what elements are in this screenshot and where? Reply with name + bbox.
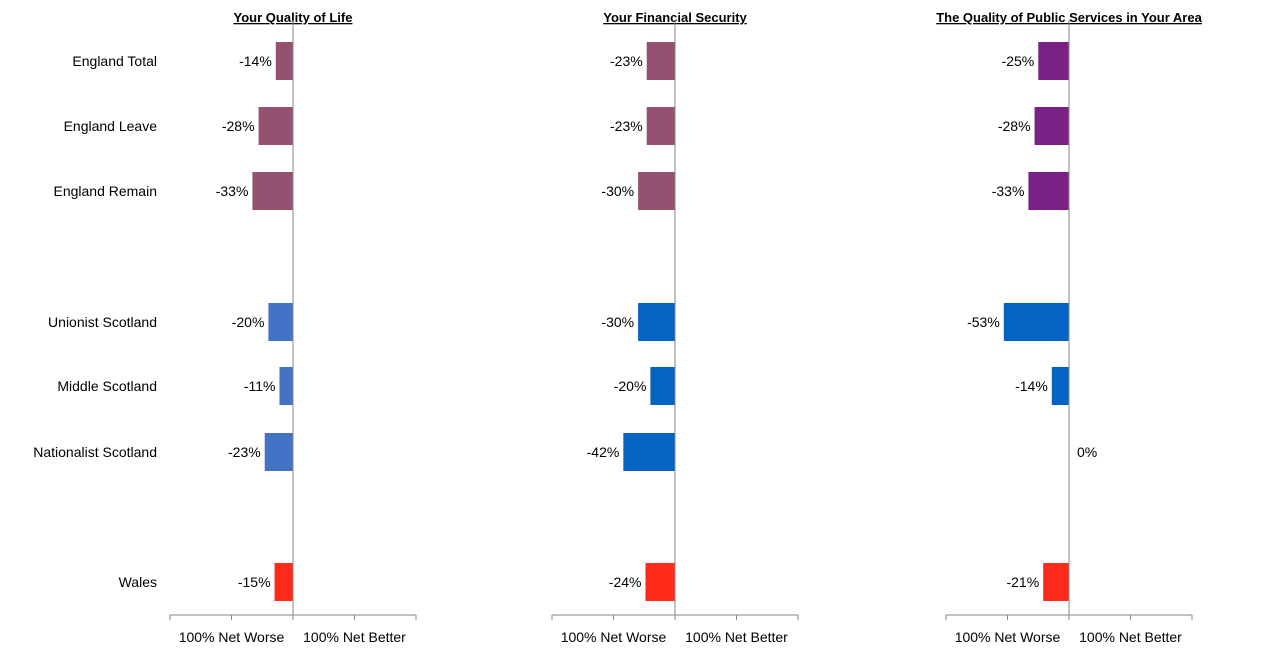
data-label: -53% [967, 314, 1000, 330]
bar [638, 172, 675, 210]
category-label: Nationalist Scotland [33, 444, 157, 460]
data-label: -14% [239, 53, 272, 69]
data-label: -23% [610, 53, 643, 69]
data-label: -23% [228, 444, 261, 460]
bar [252, 172, 293, 210]
bar [258, 107, 293, 145]
bar [1051, 367, 1069, 405]
bar [623, 433, 675, 471]
category-label: Middle Scotland [57, 378, 157, 394]
category-label: Unionist Scotland [48, 314, 157, 330]
panel-title: Your Quality of Life [234, 10, 353, 25]
data-label: -20% [614, 378, 647, 394]
data-label: -15% [238, 574, 271, 590]
data-label: -33% [992, 183, 1025, 199]
category-label: England Remain [53, 183, 157, 199]
x-tick-label-left: 100% Net Worse [179, 629, 285, 645]
x-tick-label-right: 100% Net Better [685, 629, 788, 645]
bar [1003, 303, 1069, 341]
bar [646, 107, 675, 145]
bar [638, 303, 675, 341]
x-tick-label-right: 100% Net Better [303, 629, 406, 645]
bar [1034, 107, 1069, 145]
bar [279, 367, 293, 405]
data-label: -24% [609, 574, 642, 590]
bar [646, 42, 675, 80]
panel-title: The Quality of Public Services in Your A… [936, 10, 1202, 25]
category-label: Wales [119, 574, 157, 590]
bar [275, 42, 293, 80]
category-label: England Total [72, 53, 157, 69]
data-label: -20% [232, 314, 265, 330]
bar [1038, 42, 1069, 80]
data-label: -30% [601, 314, 634, 330]
data-label: -25% [1002, 53, 1035, 69]
bar [1043, 563, 1069, 601]
bar [650, 367, 675, 405]
bar [264, 433, 293, 471]
bar [274, 563, 293, 601]
bar [1028, 172, 1069, 210]
data-label: -23% [610, 118, 643, 134]
data-label: -11% [244, 378, 276, 394]
x-tick-label-right: 100% Net Better [1079, 629, 1182, 645]
data-label: -30% [601, 183, 634, 199]
bar [645, 563, 675, 601]
category-label: England Leave [64, 118, 158, 134]
x-tick-label-left: 100% Net Worse [955, 629, 1061, 645]
data-label: 0% [1077, 444, 1097, 460]
panel-title: Your Financial Security [603, 10, 747, 25]
data-label: -33% [216, 183, 249, 199]
data-label: -28% [222, 118, 255, 134]
data-label: -28% [998, 118, 1031, 134]
data-label: -14% [1015, 378, 1048, 394]
x-tick-label-left: 100% Net Worse [561, 629, 667, 645]
data-label: -42% [587, 444, 620, 460]
bar [268, 303, 293, 341]
data-label: -21% [1006, 574, 1039, 590]
